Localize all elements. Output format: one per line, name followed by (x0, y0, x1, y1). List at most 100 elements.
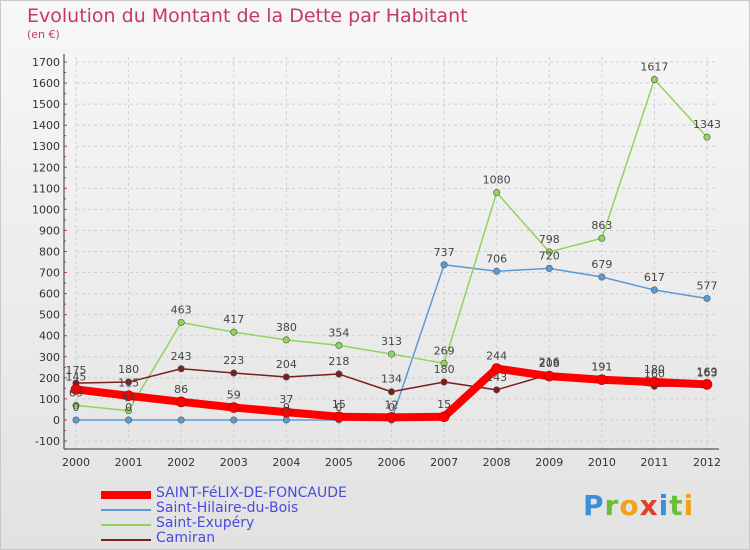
data-point (440, 378, 448, 386)
data-label: 12 (385, 398, 399, 411)
data-label: 191 (591, 361, 612, 374)
data-point (335, 341, 343, 349)
y-tick-label: 1400 (32, 119, 60, 132)
data-label: 37 (279, 393, 293, 406)
data-label: 354 (328, 326, 349, 339)
data-label: 720 (539, 249, 560, 262)
y-tick-label: 800 (39, 246, 60, 259)
data-point (598, 234, 606, 242)
data-point (72, 401, 80, 409)
data-point (703, 294, 711, 302)
proxiti-logo: Proxiti (583, 489, 694, 522)
axes: -100010020030040050060070080090010001100… (32, 54, 721, 469)
legend-item: Camiran (101, 530, 381, 547)
data-label: 218 (328, 355, 349, 368)
data-point (230, 416, 238, 424)
x-tick-label: 2006 (378, 456, 406, 469)
data-label: 313 (381, 335, 402, 348)
data-label: 243 (171, 350, 192, 363)
data-point (282, 336, 290, 344)
data-point (650, 75, 658, 83)
logo-letter: r (604, 489, 620, 522)
logo-letter: i (683, 489, 695, 522)
legend-swatch (101, 524, 151, 526)
data-label: 0 (388, 401, 395, 414)
y-tick-label: 1500 (32, 98, 60, 111)
data-labels-layer: 0 0 0 0 0 737 706 720 679 617 577 69 44 463 417 380 354 3… (66, 60, 722, 413)
data-point (177, 416, 185, 424)
data-point (72, 416, 80, 424)
data-label: 1343 (693, 118, 721, 131)
data-point (650, 286, 658, 294)
chart-title: Evolution du Montant de la Dette par Hab… (27, 5, 468, 27)
chart-subtitle: (en €) (27, 28, 60, 41)
y-tick-label: 1200 (32, 161, 60, 174)
x-tick-label: 2004 (272, 456, 300, 469)
x-tick-label: 2008 (483, 456, 511, 469)
x-tick-label: 2000 (62, 456, 90, 469)
data-point (70, 384, 82, 395)
data-point (543, 370, 555, 382)
data-point (387, 388, 395, 396)
data-point (598, 273, 606, 281)
data-label: 223 (223, 354, 244, 367)
data-label: 380 (276, 321, 297, 334)
data-label: 175 (66, 364, 87, 377)
x-tick-label: 2007 (430, 456, 458, 469)
y-tick-label: 400 (39, 330, 60, 343)
x-tick-label: 2010 (588, 456, 616, 469)
y-tick-label: 700 (39, 267, 60, 280)
x-tick-label: 2009 (535, 456, 563, 469)
data-label: 244 (486, 350, 507, 363)
data-label: 617 (644, 271, 665, 284)
data-label: 216 (539, 355, 560, 368)
data-point (440, 359, 448, 367)
data-label: 145 (66, 370, 87, 383)
data-point (281, 406, 292, 418)
data-point (333, 411, 345, 423)
data-label: 863 (591, 219, 612, 232)
data-label: 160 (644, 367, 665, 380)
data-label: 204 (276, 358, 297, 371)
y-tick-label: 1300 (32, 140, 60, 153)
data-label: 163 (697, 367, 718, 380)
data-label: 679 (591, 258, 612, 271)
series-2 (72, 75, 711, 415)
data-label: 577 (697, 279, 718, 292)
y-tick-label: -100 (35, 435, 60, 448)
data-label: 0 (73, 401, 80, 414)
series-layer (70, 75, 713, 424)
data-point (230, 369, 238, 377)
data-point (335, 370, 343, 378)
y-tick-label: 100 (39, 393, 60, 406)
data-label: 59 (227, 389, 241, 402)
data-label: 180 (434, 363, 455, 376)
data-label: 15 (437, 398, 451, 411)
data-point (386, 412, 397, 423)
legend-swatch (101, 491, 151, 499)
y-tick-label: 1700 (32, 56, 60, 69)
data-point (491, 363, 502, 374)
y-tick-label: 600 (39, 288, 60, 301)
legend: SAINT-FéLIX-DE-FONCAUDE Saint-Hilaire-du-… (101, 485, 381, 547)
x-tick-label: 2011 (640, 456, 668, 469)
data-label: 44 (122, 392, 136, 405)
y-tick-label: 1000 (32, 203, 60, 216)
data-point (228, 402, 240, 413)
x-tick-label: 2001 (115, 456, 143, 469)
data-label: 463 (171, 303, 192, 316)
data-point (493, 386, 501, 394)
data-point (177, 318, 185, 326)
legend-label: SAINT-FéLIX-DE-FONCAUDE (156, 485, 347, 501)
data-label: 180 (118, 363, 139, 376)
data-point (175, 396, 187, 408)
logo-letter: P (583, 489, 605, 522)
data-point (125, 378, 133, 386)
y-tick-label: 0 (53, 414, 60, 427)
data-label: 798 (539, 233, 560, 246)
data-label: 417 (223, 313, 244, 326)
logo-letter: o (619, 489, 640, 522)
data-point (125, 407, 133, 415)
